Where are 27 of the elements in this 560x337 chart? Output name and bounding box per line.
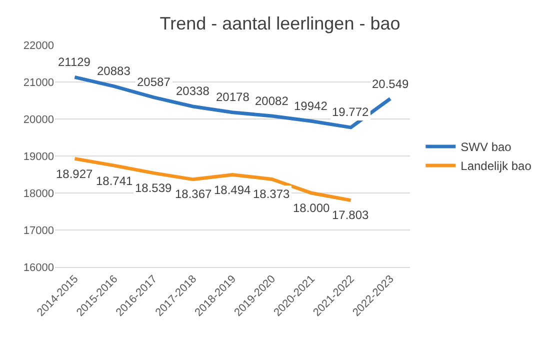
data-label: 20.549: [372, 77, 410, 91]
y-tick-label: 16000: [23, 262, 54, 274]
y-tick-label: 22000: [23, 40, 54, 52]
data-label: 19942: [294, 99, 328, 113]
data-label: 18.539: [135, 181, 172, 195]
data-label: 20082: [255, 94, 289, 108]
data-label: 21129: [58, 55, 91, 69]
data-label: 19.772: [332, 105, 370, 119]
data-label: 20883: [97, 64, 131, 78]
y-tick-label: 20000: [23, 114, 54, 126]
data-label: 18.373: [253, 187, 290, 201]
y-tick-label: 18000: [23, 188, 54, 200]
legend-label: Landelijk bao: [460, 159, 532, 174]
chart-title: Trend - aantal leerlingen - bao: [160, 13, 400, 34]
data-label: 18.000: [293, 201, 330, 215]
data-label: 18.927: [56, 167, 94, 181]
data-label: 20338: [176, 84, 210, 98]
legend-label: SWV bao: [460, 140, 512, 154]
data-label: 20178: [216, 90, 250, 104]
data-label: 18.494: [214, 183, 252, 197]
data-label: 17.803: [332, 208, 370, 222]
y-tick-label: 19000: [23, 150, 54, 163]
data-label: 18.367: [175, 187, 212, 201]
data-label: 18.741: [96, 174, 134, 188]
y-tick-label: 21000: [23, 76, 54, 89]
data-label: 20587: [137, 75, 171, 89]
y-tick-label: 17000: [23, 224, 54, 237]
